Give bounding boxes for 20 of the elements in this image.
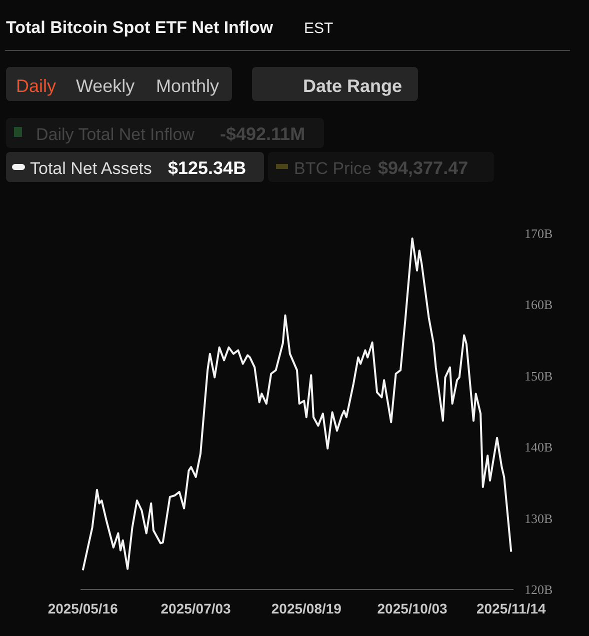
x-tick-label: 2025/10/03 [377,600,448,616]
y-tick-label: 120B [524,582,553,597]
chart-title: Total Bitcoin Spot ETF Net Inflow [6,17,273,39]
text: Monthly [156,75,220,98]
x-tick-label: 2025/05/16 [48,600,118,616]
text: $125.34B [168,157,246,180]
y-tick-label: 140B [524,440,553,455]
legend-label: Total Net Assets [30,158,152,180]
y-tick-label: 130B [524,510,553,526]
y-tick-label: 170B [524,226,553,241]
x-tick-label: 2025/07/03 [160,600,232,616]
text: Date Range [303,75,402,98]
x-tick-label: 2025/11/14 [476,600,546,616]
y-tick-label: 160B [524,297,553,312]
x-tick-label: 2025/08/19 [271,600,342,616]
text: Weekly [76,75,135,98]
text: Daily [16,75,56,98]
line-series [82,237,512,572]
text: EST [304,19,334,39]
y-tick-label: 150B [524,368,553,384]
